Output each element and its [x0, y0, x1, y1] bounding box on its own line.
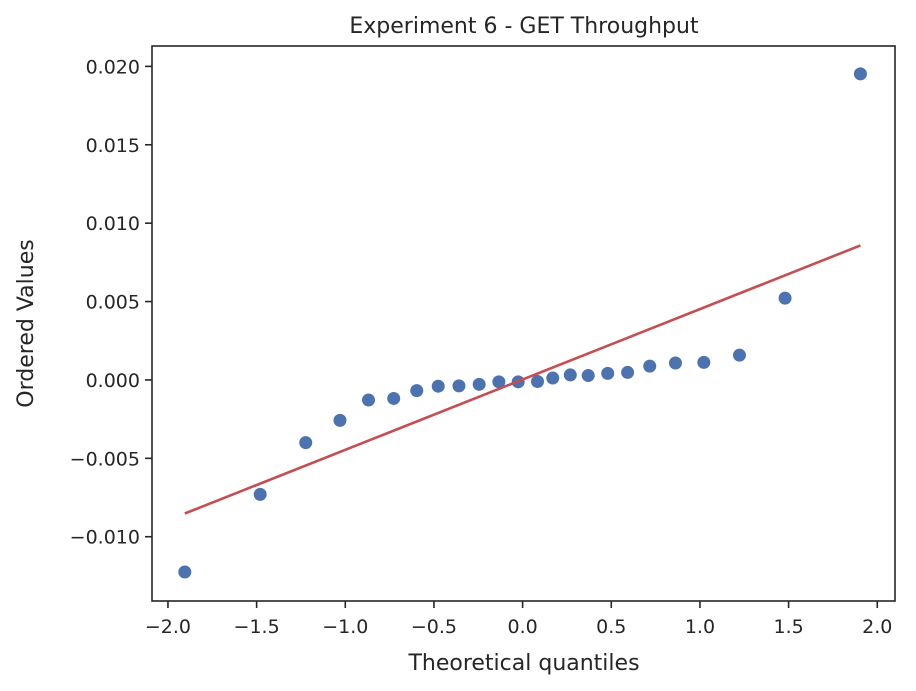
- data-point: [333, 413, 347, 427]
- y-tick-label: 0.015: [86, 135, 140, 157]
- x-tick-label: 1.5: [773, 616, 803, 638]
- data-point: [601, 366, 615, 380]
- data-point: [581, 369, 595, 383]
- data-point: [299, 436, 313, 450]
- data-point: [531, 375, 545, 389]
- data-point: [410, 384, 424, 398]
- chart-title: Experiment 6 - GET Throughput: [349, 14, 699, 39]
- data-point: [621, 365, 635, 379]
- data-point: [452, 379, 466, 393]
- y-tick-label: −0.005: [70, 448, 140, 470]
- data-point: [563, 368, 577, 382]
- data-point: [492, 375, 506, 389]
- data-point: [387, 391, 401, 405]
- data-point: [668, 356, 682, 370]
- fit-line: [184, 244, 861, 515]
- data-point: [178, 565, 192, 579]
- data-point: [546, 371, 560, 385]
- series-layer: [178, 67, 867, 579]
- data-point: [697, 355, 711, 369]
- x-tick-label: −1.5: [234, 616, 280, 638]
- data-point: [778, 291, 792, 305]
- data-point: [853, 67, 867, 81]
- x-axis: −2.0 −1.5 −1.0 −0.5 0.0 0.5 1.0 1.5 2.0: [145, 601, 892, 638]
- x-tick-label: 1.0: [685, 616, 715, 638]
- plot-area: [151, 45, 896, 602]
- y-tick-label: 0.020: [86, 56, 140, 78]
- data-point: [362, 393, 376, 407]
- x-tick-label: 0.0: [508, 616, 538, 638]
- x-tick-label: 2.0: [862, 616, 892, 638]
- x-axis-label: Theoretical quantiles: [407, 651, 639, 676]
- data-point: [732, 348, 746, 362]
- x-tick-label: −2.0: [145, 616, 191, 638]
- y-tick-label: −0.010: [70, 527, 140, 549]
- y-tick-label: 0.005: [86, 292, 140, 314]
- x-tick-label: 0.5: [596, 616, 626, 638]
- x-tick-label: −0.5: [411, 616, 457, 638]
- data-point: [253, 487, 267, 501]
- data-point: [431, 379, 445, 393]
- y-tick-label: 0.000: [86, 370, 140, 392]
- y-tick-label: 0.010: [86, 213, 140, 235]
- y-axis-label: Ordered Values: [14, 239, 39, 407]
- data-point: [643, 359, 657, 373]
- x-tick-label: −1.0: [322, 616, 368, 638]
- data-point: [472, 377, 486, 391]
- y-axis: −0.010 −0.005 0.000 0.005 0.010 0.015 0.020: [70, 56, 152, 549]
